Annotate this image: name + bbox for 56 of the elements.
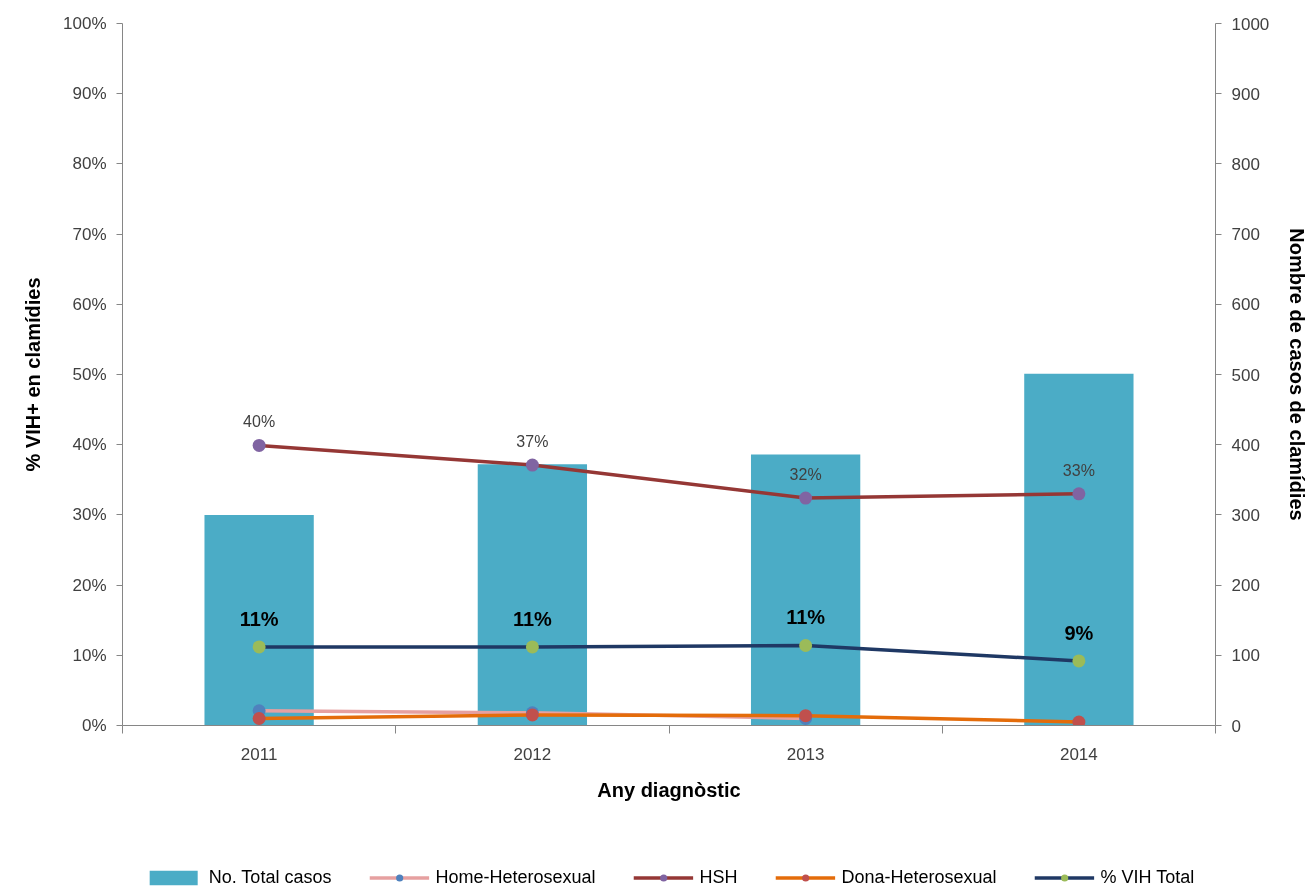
y-tick-label: 50% bbox=[72, 365, 107, 384]
point bbox=[1072, 487, 1086, 501]
data-label: 11% bbox=[512, 607, 553, 630]
y-tick-label: 60% bbox=[72, 294, 107, 314]
y-tick-label: 100% bbox=[63, 14, 107, 33]
point bbox=[252, 711, 266, 725]
data-label: 11% bbox=[786, 606, 826, 629]
data-label: 37% bbox=[516, 433, 549, 451]
point bbox=[252, 438, 266, 452]
legend-label: No. Total casos bbox=[208, 866, 332, 888]
y-tick-label: 70% bbox=[72, 224, 107, 244]
data-label: 33% bbox=[1062, 461, 1095, 479]
y2-tick-label: 0 bbox=[1231, 716, 1241, 736]
point bbox=[1072, 654, 1086, 668]
y-tick-label: 80% bbox=[72, 154, 107, 174]
bar bbox=[1024, 373, 1134, 726]
x-axis-title: Any diagnòstic bbox=[597, 778, 741, 801]
data-label: 11% bbox=[239, 607, 279, 630]
point bbox=[525, 640, 539, 654]
x-tick-label: 2011 bbox=[240, 744, 278, 764]
bar bbox=[750, 454, 861, 726]
y-tick-label: 40% bbox=[72, 435, 107, 455]
y2-tick-label: 1000 bbox=[1231, 14, 1270, 34]
legend-label: Dona-Heterosexual bbox=[841, 866, 997, 888]
y-tick-label: 10% bbox=[72, 645, 107, 665]
legend-label: HSH bbox=[699, 866, 738, 888]
x-tick-label: 2013 bbox=[786, 744, 825, 764]
point bbox=[252, 640, 266, 654]
y-tick-label: 30% bbox=[72, 505, 107, 525]
y2-tick-label: 800 bbox=[1231, 154, 1260, 174]
y2-tick-label: 900 bbox=[1231, 84, 1260, 104]
x-tick-label: 2012 bbox=[513, 744, 552, 764]
legend-label: Home-Heterosexual bbox=[435, 866, 596, 888]
y2-tick-label: 700 bbox=[1231, 225, 1260, 245]
y-tick-label: 90% bbox=[72, 84, 107, 104]
y-axis-title: % VIH+ en clamídies bbox=[22, 277, 45, 472]
point bbox=[799, 491, 813, 505]
x-tick-label: 2014 bbox=[1059, 744, 1098, 764]
y2-tick-label: 500 bbox=[1231, 365, 1260, 385]
data-label: 40% bbox=[243, 413, 276, 431]
y2-tick-label: 200 bbox=[1231, 576, 1260, 596]
y-tick-label: 20% bbox=[72, 575, 107, 595]
data-label: 32% bbox=[789, 466, 822, 484]
y2-tick-label: 400 bbox=[1231, 435, 1260, 455]
y2-axis-title: Nombre de casos de clamídies bbox=[1286, 228, 1309, 521]
point bbox=[799, 638, 813, 652]
y2-tick-label: 300 bbox=[1231, 505, 1260, 525]
y2-tick-label: 100 bbox=[1231, 646, 1260, 666]
legend-label: % VIH Total bbox=[1100, 866, 1195, 888]
data-label: 9% bbox=[1064, 621, 1094, 644]
bar bbox=[204, 514, 314, 726]
y-tick-label: 0% bbox=[81, 716, 107, 735]
y2-tick-label: 600 bbox=[1231, 295, 1260, 315]
point bbox=[1072, 715, 1086, 726]
point bbox=[525, 458, 539, 472]
bar bbox=[477, 464, 588, 726]
